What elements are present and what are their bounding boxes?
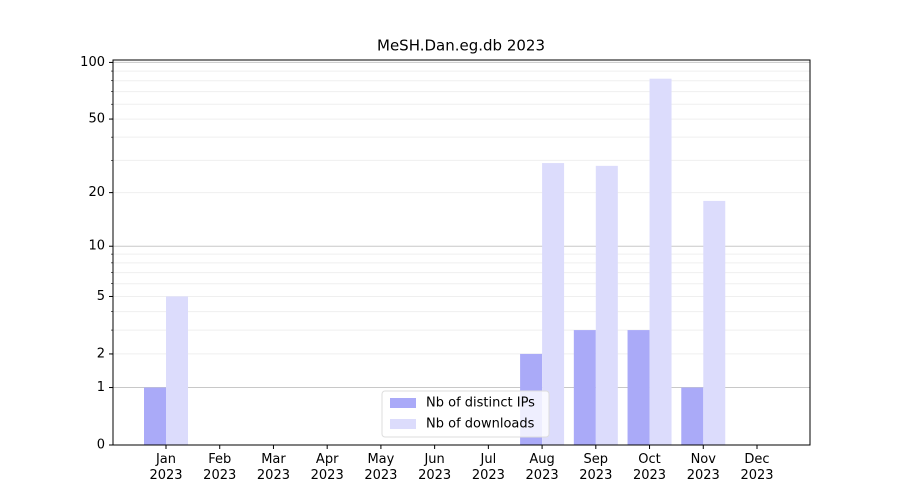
axes-frame <box>112 59 811 446</box>
grid <box>113 61 810 389</box>
x-tick-label: Jul 2023 <box>471 452 505 483</box>
y-tick-label: 2 <box>97 346 105 361</box>
bar <box>144 387 166 445</box>
bar <box>542 163 565 445</box>
y-tick-label: 1 <box>97 380 105 395</box>
x-tick-label: Jan 2023 <box>149 452 183 483</box>
y-tick-label: 100 <box>80 55 105 70</box>
legend-swatch <box>390 398 416 408</box>
bar <box>649 78 672 446</box>
bar <box>681 387 704 445</box>
legend-swatch <box>390 419 416 429</box>
legend-label: Nb of downloads <box>426 417 535 432</box>
bar <box>703 200 726 445</box>
y-tick-label: 50 <box>88 112 105 127</box>
legend-label: Nb of distinct IPs <box>426 396 535 411</box>
x-tick-label: Feb 2023 <box>203 452 237 483</box>
x-tick-label: Nov 2023 <box>686 452 720 483</box>
bar <box>166 296 188 445</box>
x-tick-label: Sep 2023 <box>579 452 613 483</box>
x-tick-label: Jun 2023 <box>418 452 452 483</box>
bar <box>627 330 650 445</box>
bar <box>595 165 618 446</box>
legend: Nb of distinct IPs Nb of downloads <box>381 390 550 438</box>
chart-title: MeSH.Dan.eg.db 2023 <box>377 37 545 55</box>
x-tick-label: Mar 2023 <box>256 452 290 483</box>
x-tick-label: Apr 2023 <box>310 452 344 483</box>
bar <box>573 330 596 445</box>
x-tick-label: Dec 2023 <box>740 452 774 483</box>
legend-box <box>381 390 550 438</box>
y-tick-label: 5 <box>97 289 105 304</box>
y-tick-label: 10 <box>88 239 105 254</box>
x-tick-label: Oct 2023 <box>632 452 667 483</box>
y-tick-label: 20 <box>88 185 105 200</box>
y-tick-label: 0 <box>97 438 105 453</box>
x-tick-label: Aug 2023 <box>525 452 559 483</box>
x-tick-label: May 2023 <box>364 452 398 483</box>
